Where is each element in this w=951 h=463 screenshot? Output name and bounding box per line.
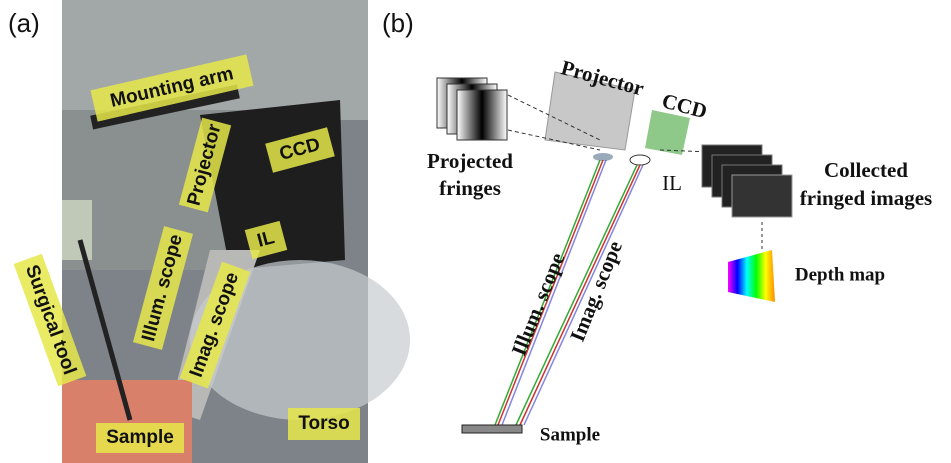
figure: (a) Mounting arm Projector CCD IL Surgic…	[0, 0, 951, 463]
scope-label: Illum. scope	[507, 249, 570, 359]
annotation: Sample	[106, 427, 174, 448]
panel-label: (a)	[8, 8, 40, 38]
lens	[593, 153, 613, 161]
collected-label: fringed images	[800, 186, 932, 210]
fringes-label: fringes	[439, 176, 501, 200]
collected-label: Collected	[824, 158, 908, 182]
panel-label: (b)	[382, 8, 414, 38]
depth-map	[728, 250, 775, 302]
annotation: Torso	[298, 413, 349, 434]
lens	[630, 155, 650, 165]
fringe-stack	[437, 78, 507, 140]
depth-map-label: Depth map	[795, 264, 885, 285]
collected-stack	[702, 145, 792, 217]
sample-label: Sample	[540, 424, 600, 445]
sample-slab	[462, 425, 522, 433]
il-label: IL	[662, 171, 682, 195]
fringes-label: Projected	[427, 149, 513, 173]
